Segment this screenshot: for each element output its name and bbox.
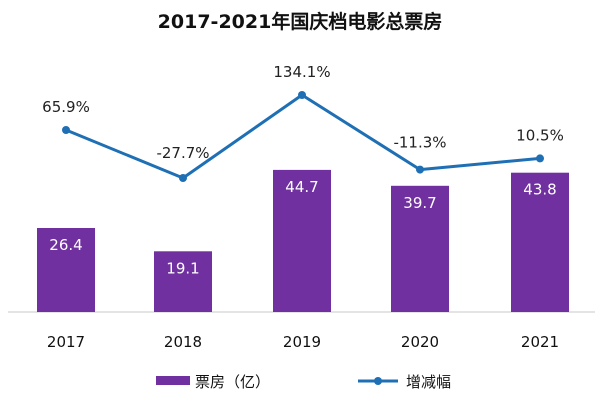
- growth-label-2021: 10.5%: [516, 126, 564, 144]
- bar-2018: [154, 251, 212, 312]
- growth-label-2019: 134.1%: [273, 63, 330, 81]
- growth-point-2018: [179, 174, 187, 182]
- growth-label-2020: -11.3%: [393, 134, 446, 152]
- bar-value-label-2021: 43.8: [523, 181, 556, 199]
- line-series: 65.9% -27.7% 134.1% -11.3% 10.5%: [42, 63, 564, 182]
- x-tick-label-2021: 2021: [521, 333, 559, 351]
- growth-point-2017: [62, 126, 70, 134]
- bar-value-label-2017: 26.4: [49, 236, 82, 254]
- x-tick-label-2019: 2019: [283, 333, 321, 351]
- legend-bar-label: 票房（亿）: [195, 373, 270, 391]
- bar-2019: [273, 169, 331, 312]
- legend-line-marker: [374, 377, 382, 385]
- x-tick-label-2020: 2020: [401, 333, 439, 351]
- chart-title: 2017-2021年国庆档电影总票房: [158, 10, 443, 33]
- bar-value-label-2019: 44.7: [285, 178, 318, 196]
- legend-line-label: 增减幅: [406, 373, 451, 391]
- bar-2017: [37, 228, 95, 312]
- growth-label-2017: 65.9%: [42, 98, 90, 116]
- bar-value-label-2018: 19.1: [166, 259, 199, 277]
- bar-value-label-2020: 39.7: [403, 194, 436, 212]
- bar-2020: [391, 185, 449, 312]
- growth-label-2018: -27.7%: [156, 144, 209, 162]
- bar-2021: [511, 172, 569, 312]
- bar-series: 26.4 19.1 44.7 39.7 43.8: [37, 169, 569, 312]
- x-tick-label-2017: 2017: [47, 333, 85, 351]
- growth-point-2020: [416, 165, 424, 174]
- growth-point-2021: [536, 154, 544, 163]
- legend: 票房（亿） 增减幅: [156, 373, 451, 391]
- legend-bar-swatch: [156, 376, 190, 385]
- x-tick-label-2018: 2018: [164, 333, 202, 351]
- growth-point-2019: [298, 91, 306, 99]
- x-axis-ticks: 2017 2018 2019 2020 2021: [47, 333, 559, 351]
- growth-line: [65, 93, 541, 180]
